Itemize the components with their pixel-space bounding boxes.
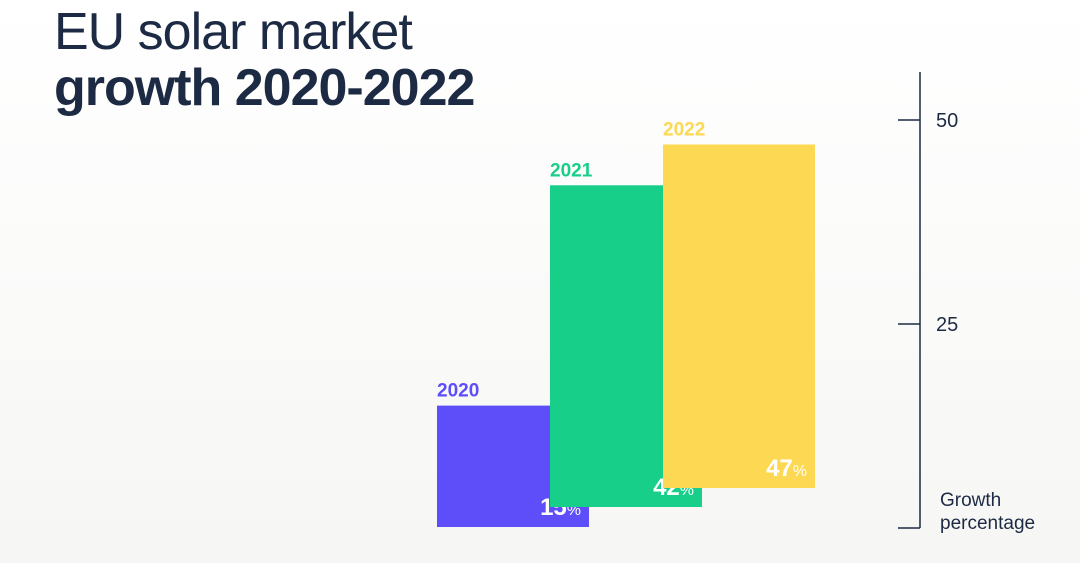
- bar-category-label-2022: 2022: [663, 119, 705, 140]
- y-axis-tick-label-50: 50: [936, 110, 958, 132]
- bar-category-label-2020: 2020: [437, 381, 479, 402]
- y-axis-title-line-1: Growth: [940, 490, 1001, 511]
- bar-value-label-2022: 47%: [766, 455, 807, 482]
- bar-2022: [663, 144, 815, 489]
- bar-category-label-2021: 2021: [550, 160, 593, 181]
- chart-title-line-1: EU solar market: [54, 3, 413, 61]
- y-axis-title-line-2: percentage: [940, 513, 1035, 534]
- chart-title: EU solar market growth 2020-2022: [54, 3, 475, 118]
- y-axis-tick-label-25: 25: [936, 314, 958, 336]
- chart-title-line-2: growth 2020-2022: [54, 59, 475, 118]
